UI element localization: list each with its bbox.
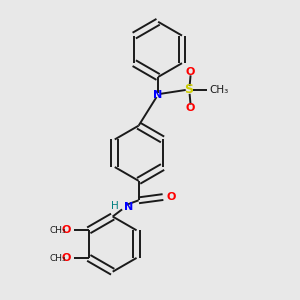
- Text: CH₃: CH₃: [50, 254, 66, 263]
- Text: N: N: [124, 202, 133, 212]
- Text: O: O: [166, 192, 176, 202]
- Text: CH₃: CH₃: [50, 226, 66, 236]
- Text: H: H: [111, 201, 119, 211]
- Text: N: N: [154, 90, 163, 100]
- Text: S: S: [184, 83, 194, 97]
- Text: O: O: [61, 253, 71, 263]
- Text: O: O: [186, 103, 195, 113]
- Text: O: O: [61, 225, 71, 235]
- Text: O: O: [186, 67, 195, 77]
- Text: CH₃: CH₃: [209, 85, 229, 95]
